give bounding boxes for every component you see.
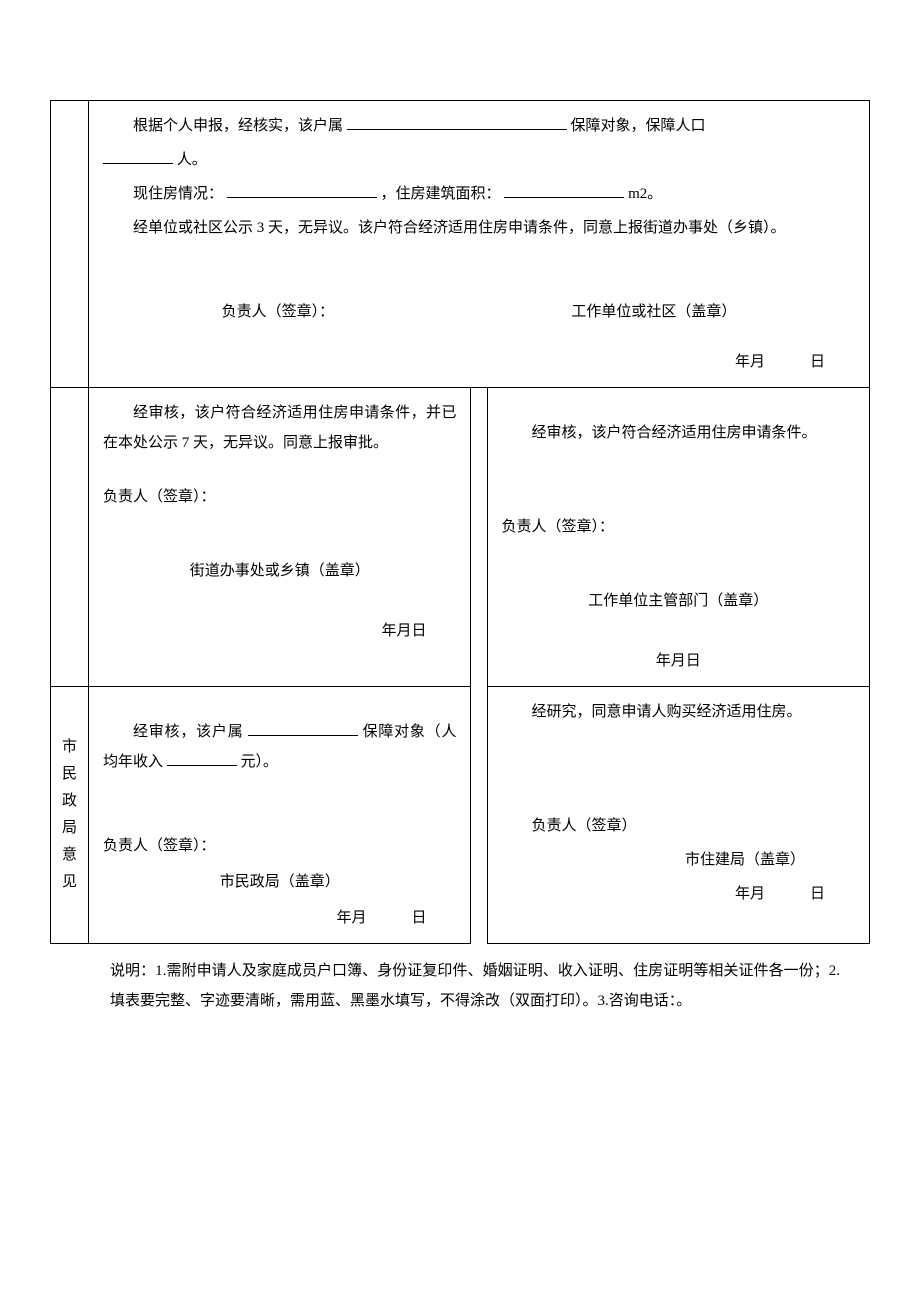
row3-left: 经审核，该户属 保障对象（人均年收入 元）。 负责人（签章）： 市民政局（盖章）… <box>89 687 471 944</box>
blank-housing[interactable] <box>227 180 377 198</box>
r1l1a: 根据个人申报，经核实，该户属 <box>133 118 343 134</box>
row3-left-sig2: 市民政局（盖章） <box>103 867 456 897</box>
row2-right: 经审核，该户符合经济适用住房申请条件。 负责人（签章）： 工作单位主管部门（盖章… <box>487 388 870 687</box>
row1-sig2: 工作单位或社区（盖章） <box>571 297 736 327</box>
r1l3b: ，住房建筑面积： <box>381 186 501 202</box>
row3-label-text: 市民政局意见 <box>62 734 77 896</box>
row3-right-date: 年月 日 <box>502 879 856 909</box>
row3-left-sig1: 负责人（签章）： <box>103 831 456 861</box>
gap2 <box>471 687 487 944</box>
row1-date: 年月 日 <box>103 347 855 377</box>
r1l3a: 现住房情况： <box>133 186 223 202</box>
row1-sig-row: 负责人（签章）： 工作单位或社区（盖章） <box>103 297 855 327</box>
row2-left: 经审核，该户符合经济适用住房申请条件，并已在本处公示 7 天，无异议。同意上报审… <box>89 388 471 687</box>
row3-left-text: 经审核，该户属 保障对象（人均年收入 元）。 <box>103 717 456 777</box>
r1l2a: 人。 <box>177 152 207 168</box>
row1-line1: 根据个人申报，经核实，该户属 保障对象，保障人口 <box>103 111 855 141</box>
row1-line2: 人。 <box>103 145 855 175</box>
row1-line4: 经单位或社区公示 3 天，无异议。该户符合经济适用住房申请条件，同意上报街道办事… <box>103 213 855 243</box>
row1-sig1: 负责人（签章）： <box>222 297 335 327</box>
row2-left-sig2: 街道办事处或乡镇（盖章） <box>103 556 456 586</box>
row1-line3: 现住房情况： ，住房建筑面积： m2。 <box>103 179 855 209</box>
row2-left-date: 年月日 <box>103 616 456 646</box>
r1l3c: m2。 <box>628 186 662 202</box>
row3-left-date: 年月 日 <box>103 903 456 933</box>
row3-right-sig1: 负责人（签章） <box>502 811 856 841</box>
r3lt1: 经审核，该户属 <box>133 724 243 740</box>
row3-right: 经研究，同意申请人购买经济适用住房。 负责人（签章） 市住建局（盖章） 年月 日 <box>487 687 870 944</box>
row2-right-text: 经审核，该户符合经济适用住房申请条件。 <box>502 418 856 448</box>
r3lt3: 元）。 <box>241 754 279 770</box>
row1-content: 根据个人申报，经核实，该户属 保障对象，保障人口 人。 现住房情况： ，住房建筑… <box>89 101 870 388</box>
row2-left-text: 经审核，该户符合经济适用住房申请条件，并已在本处公示 7 天，无异议。同意上报审… <box>103 398 456 458</box>
row2-label <box>51 388 89 687</box>
row1-label <box>51 101 89 388</box>
blank-category[interactable] <box>347 112 567 130</box>
form-table: 根据个人申报，经核实，该户属 保障对象，保障人口 人。 现住房情况： ，住房建筑… <box>50 100 870 944</box>
row2-right-sig1: 负责人（签章）： <box>502 512 856 542</box>
row2-left-sig1: 负责人（签章）： <box>103 482 456 512</box>
gap1 <box>471 388 487 687</box>
blank-income[interactable] <box>167 748 237 766</box>
row3-right-sig2: 市住建局（盖章） <box>502 845 856 875</box>
blank-people[interactable] <box>103 146 173 164</box>
r1l1b: 保障对象，保障人口 <box>571 118 706 134</box>
row3-label: 市民政局意见 <box>51 687 89 944</box>
row2-right-sig2: 工作单位主管部门（盖章） <box>502 586 856 616</box>
row2-right-date: 年月日 <box>502 646 856 676</box>
blank-area[interactable] <box>504 180 624 198</box>
footnote: 说明：1.需附申请人及家庭成员户口簿、身份证复印件、婚姻证明、收入证明、住房证明… <box>50 956 870 1016</box>
blank-cat2[interactable] <box>248 718 358 736</box>
row3-right-text: 经研究，同意申请人购买经济适用住房。 <box>502 697 856 727</box>
